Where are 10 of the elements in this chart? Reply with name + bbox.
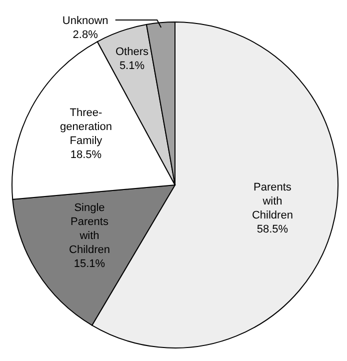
data-label: 2.8%	[72, 29, 98, 41]
slice-label: Unknown	[62, 15, 108, 27]
data-label: 58.5%	[256, 224, 288, 236]
data-label: 18.5%	[70, 149, 102, 162]
data-label: 15.1%	[74, 258, 106, 270]
slice-label: Single Parents with Children	[69, 202, 110, 256]
slice-label: Others	[115, 46, 149, 58]
data-label: 5.1%	[119, 60, 145, 72]
slice-label: Parents with Children	[252, 182, 293, 222]
slice-label: Three-generation Family	[60, 107, 112, 148]
